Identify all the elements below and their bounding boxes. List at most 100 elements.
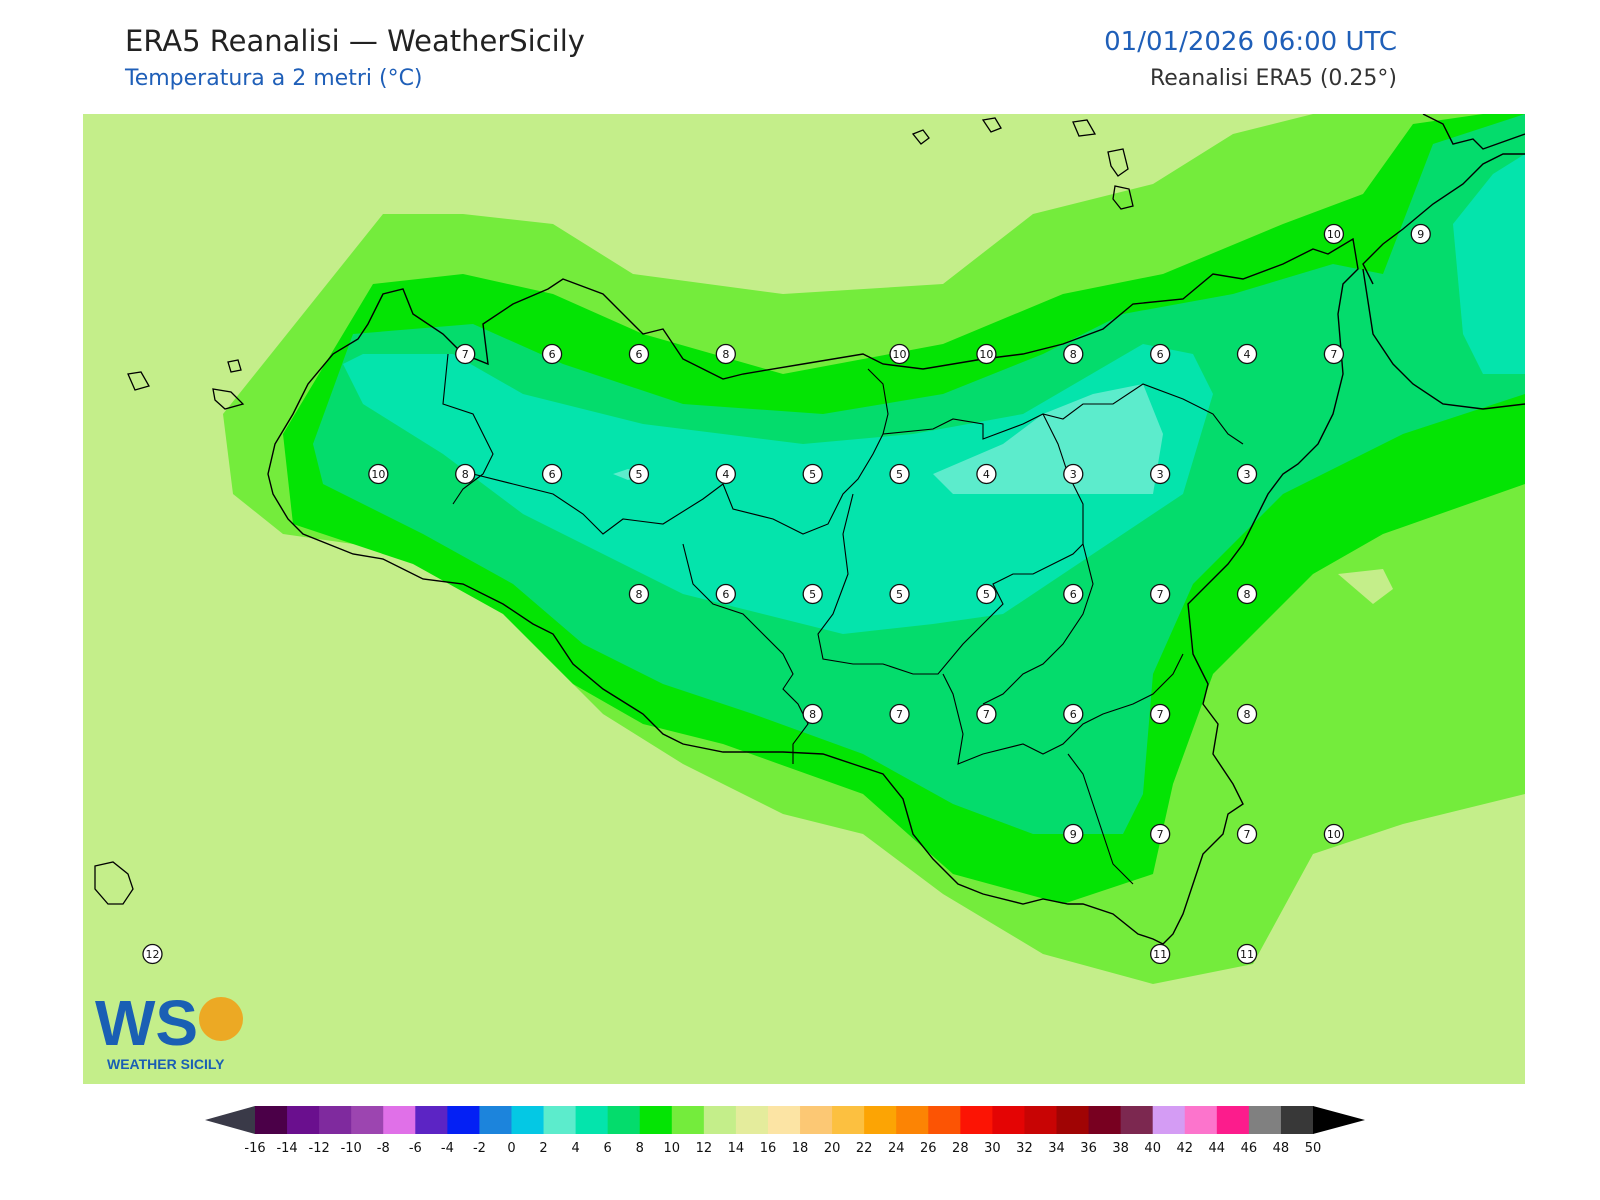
colorbar-swatch: [1120, 1106, 1154, 1134]
province-boundary-agrigento-caltanissetta: [682, 543, 809, 764]
province-boundary-ragusa-siracusa: [1067, 753, 1134, 885]
station-marker: 7: [976, 703, 997, 725]
station-value: 8: [1070, 348, 1077, 361]
station-circle: [802, 463, 823, 485]
colorbar-tick-label: -2: [473, 1141, 486, 1156]
province-boundary-palermo-trapani: [442, 353, 494, 505]
station-marker: 4: [715, 463, 736, 485]
station-value: 5: [809, 468, 816, 481]
station-value: 8: [809, 708, 816, 721]
station-marker: 8: [628, 583, 650, 605]
aeolian-island-vulcano: [1112, 185, 1134, 210]
map-title: ERA5 Reanalisi — WeatherSicily: [125, 24, 585, 58]
station-value: 11: [1153, 948, 1167, 961]
station-value: 6: [1070, 708, 1077, 721]
station-circle: [976, 343, 997, 365]
station-circle: [368, 463, 389, 485]
calabria-east-coastline: [1362, 153, 1525, 285]
colorbar-tick-label: 0: [507, 1141, 515, 1156]
station-value: 6: [635, 348, 642, 361]
colorbar-swatch: [511, 1106, 545, 1134]
station-marker: 6: [1063, 583, 1084, 605]
station-value: 7: [1157, 828, 1164, 841]
colorbar-swatch: [575, 1106, 609, 1134]
colorbar-tick-label: 50: [1305, 1141, 1322, 1156]
colorbar-tick-label: -16: [244, 1141, 265, 1156]
station-circle: [455, 463, 476, 485]
station-marker: 10: [889, 343, 910, 365]
station-marker: 8: [715, 343, 736, 365]
station-value: 6: [722, 588, 729, 601]
station-marker: 6: [1063, 703, 1084, 725]
station-circle: [976, 583, 997, 605]
station-marker: 5: [889, 463, 910, 485]
station-marker: 6: [541, 463, 563, 485]
colorbar-swatch: [960, 1106, 993, 1134]
colorbar-swatch: [671, 1106, 705, 1134]
colorbar-swatch: [447, 1106, 480, 1134]
station-value: 8: [1244, 588, 1251, 601]
station-value: 10: [1327, 828, 1341, 841]
colorbar-swatch: [832, 1106, 865, 1134]
colorbar-swatch: [1056, 1106, 1090, 1134]
colorbar-tick-label: -6: [409, 1141, 422, 1156]
station-circle: [1150, 463, 1171, 485]
station-value: 5: [983, 588, 990, 601]
colorbar-swatch: [1248, 1106, 1282, 1134]
station-circle: [541, 463, 563, 485]
station-value: 7: [1330, 348, 1337, 361]
egadi-island-favignana: [212, 388, 245, 410]
aeolian-island-lipari: [1107, 148, 1129, 177]
colorbar-tick-label: 28: [952, 1141, 969, 1156]
colorbar-swatch: [703, 1106, 737, 1134]
station-value: 6: [549, 348, 556, 361]
station-value: 7: [1157, 588, 1164, 601]
station-circle: [889, 463, 910, 485]
colorbar-tick-label: 6: [604, 1141, 612, 1156]
station-circle: [1063, 823, 1084, 845]
colorbar-tick-label: 42: [1176, 1141, 1193, 1156]
station-value: 4: [1244, 348, 1251, 361]
station-value: 10: [893, 348, 907, 361]
island-pantelleria: [94, 861, 134, 905]
colorbar-tick-label: -12: [309, 1141, 330, 1156]
temperature-map: 7 6 6 8 10 10 8 6 4 7 10 9 10 8 6 5 4 5 5 4 3 3 3 8 6 5 5 5 6 7 8 8 7 7 6 7…: [83, 114, 1525, 1084]
colorbar-swatch: [255, 1106, 288, 1134]
station-circle: [541, 343, 563, 365]
station-marker: 5: [976, 583, 997, 605]
station-marker: 10: [1323, 223, 1345, 245]
data-source: Reanalisi ERA5 (0.25°): [1149, 66, 1397, 91]
station-circle: [1236, 583, 1258, 605]
station-value: 5: [896, 468, 903, 481]
weather-sicily-logo: WS WEATHER SICILY: [95, 987, 243, 1072]
station-value: 11: [1240, 948, 1254, 961]
station-value: 3: [1070, 468, 1077, 481]
station-circle: [715, 343, 736, 365]
station-circle: [628, 583, 650, 605]
contour-island-12-14-a: [1338, 569, 1393, 604]
colorbar-swatch: [928, 1106, 961, 1134]
province-boundary-caltanissetta-enna: [817, 493, 1084, 675]
temperature-colorbar: -16 -14 -12 -10 -8 -6 -4 -2 0 2 4 6 8 10 12 14 16 18 20 22 2…: [205, 1106, 1365, 1156]
colorbar-swatch: [896, 1106, 929, 1134]
station-marker: 3: [1063, 463, 1084, 485]
colorbar-under-arrow: [205, 1106, 255, 1134]
province-boundary-messina-catania: [882, 383, 1244, 445]
station-value: 3: [1157, 468, 1164, 481]
colorbar-tick-label: 12: [696, 1141, 713, 1156]
station-marker: 7: [1236, 823, 1258, 845]
station-circle: [1410, 223, 1431, 245]
station-circle: [1236, 943, 1258, 965]
colorbar-swatch: [383, 1106, 416, 1134]
station-marker: 7: [1150, 583, 1171, 605]
logo-ws-letters: WS: [95, 987, 198, 1059]
colorbar-swatch: [351, 1106, 384, 1134]
colorbar-swatch: [800, 1106, 833, 1134]
station-circle: [142, 943, 163, 965]
colorbar-tick-label: 30: [984, 1141, 1001, 1156]
station-circle: [628, 343, 650, 365]
station-value: 9: [1070, 828, 1077, 841]
colorbar-tick-label: 24: [888, 1141, 905, 1156]
station-value: 10: [979, 348, 993, 361]
colorbar-swatch: [287, 1106, 320, 1134]
